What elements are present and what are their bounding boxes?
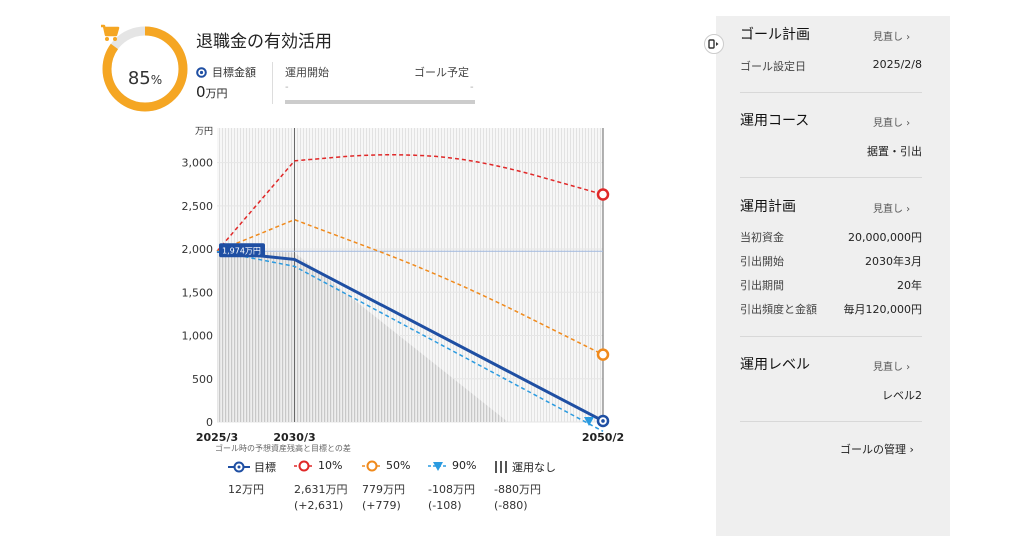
- percent-sign: %: [150, 73, 163, 87]
- end-marker-90pct: [584, 416, 594, 426]
- legend-label: 90%: [452, 459, 477, 472]
- cart-icon: [101, 24, 120, 41]
- y-tick-label: 500: [192, 373, 213, 386]
- row-label: 引出期間: [740, 279, 784, 292]
- y-axis-unit: 万円: [195, 126, 213, 137]
- goal-title: 退職金の有効活用: [196, 32, 332, 52]
- orange-marker-icon: [362, 460, 382, 471]
- row-value: 2030年3月: [865, 255, 922, 268]
- course-heading: 運用コース: [740, 113, 810, 129]
- line-50pct: [216, 218, 604, 356]
- goal-plan-label: ゴール予定: [414, 66, 469, 79]
- row-label: ゴール設定日: [740, 60, 806, 73]
- level-value: レベル2: [882, 389, 922, 402]
- legend-caption: ゴール時の予想資産残高と目標との差: [215, 444, 351, 453]
- review-level-link[interactable]: 見直し ›: [873, 362, 911, 373]
- legend-no-operation-diff: (-880): [494, 499, 528, 512]
- legend-target: 目標: [228, 459, 276, 475]
- legend-target-value: 12万円: [228, 483, 264, 496]
- line-90pct: [216, 250, 604, 433]
- y-tick-label: 2,500: [182, 200, 214, 213]
- review-plan-link[interactable]: 見直し ›: [873, 204, 911, 215]
- goal-set-date-row: ゴール設定日 2025/2/8: [740, 58, 922, 74]
- plan-row: 引出期間 20年: [740, 277, 922, 293]
- legend-10pct: 10%: [294, 459, 342, 472]
- collapse-panel-button[interactable]: [704, 34, 724, 54]
- y-tick-label: 0: [206, 416, 213, 429]
- legend-label: 50%: [386, 459, 411, 472]
- legend-label: 10%: [318, 459, 343, 472]
- legend-no-operation-value: -880万円: [494, 483, 541, 496]
- y-tick-label: 2,000: [182, 243, 214, 256]
- legend-50pct-value: 779万円: [362, 483, 405, 496]
- row-label: 当初資金: [740, 231, 784, 244]
- start-value-marker: 1,974万円: [219, 243, 265, 258]
- plan-heading: 運用計画: [740, 199, 796, 215]
- row-value: 毎月120,000円: [843, 303, 923, 316]
- divider: [740, 421, 922, 422]
- review-course-link[interactable]: 見直し ›: [873, 118, 911, 129]
- target-icon: [196, 66, 207, 78]
- x-tick-label: 2050/2: [582, 431, 624, 444]
- row-label: 引出頻度と金額: [740, 303, 817, 316]
- legend-50pct-diff: (+779): [362, 499, 401, 512]
- target-amount-unit: 万円: [205, 87, 228, 100]
- goal-plan-heading: ゴール計画: [740, 27, 810, 43]
- row-value: 20,000,000円: [848, 231, 922, 244]
- legend-no-operation: 運用なし: [494, 459, 556, 475]
- operation-start-label: 運用開始: [285, 66, 329, 79]
- y-tick-label: 1,500: [182, 286, 214, 299]
- level-heading: 運用レベル: [740, 357, 810, 373]
- row-label: 引出開始: [740, 255, 784, 268]
- divider: [272, 62, 273, 104]
- end-marker-50pct: [596, 348, 610, 361]
- review-goal-plan-link[interactable]: 見直し ›: [873, 32, 911, 43]
- divider: [740, 92, 922, 93]
- progress-ring: 85%: [100, 24, 190, 114]
- plan-row: 引出開始 2030年3月: [740, 253, 922, 269]
- y-tick-label: 1,000: [182, 330, 214, 343]
- operation-start-value: -: [285, 82, 289, 93]
- target-marker-icon: [228, 461, 250, 473]
- progress-percent: 85: [127, 68, 151, 89]
- legend-90pct-value: -108万円: [428, 483, 475, 496]
- end-marker-target-dot: [601, 419, 605, 423]
- legend-90pct-diff: (-108): [428, 499, 462, 512]
- x-tick-label: 2030/3: [273, 431, 315, 444]
- legend-label: 目標: [254, 461, 276, 474]
- plan-row: 引出頻度と金額 毎月120,000円: [740, 301, 922, 317]
- goal-plan-value: -: [470, 82, 474, 93]
- period-bar: [285, 100, 475, 104]
- start-value-label: 1,974万円: [222, 246, 261, 255]
- row-value: 2025/2/8: [872, 58, 922, 71]
- legend-10pct-value: 2,631万円: [294, 483, 348, 496]
- x-tick-label: 2025/3: [196, 431, 238, 444]
- no-operation-area: [217, 251, 508, 422]
- row-value: 20年: [897, 279, 922, 292]
- divider: [740, 177, 922, 178]
- end-marker-10pct: [596, 188, 610, 201]
- legend-90pct: 90%: [428, 459, 476, 472]
- course-value: 据置・引出: [867, 145, 922, 158]
- bars-icon: [495, 461, 507, 473]
- blue-marker-icon: [428, 461, 448, 471]
- goal-sidebar: [716, 16, 950, 536]
- target-amount-value: 0: [196, 83, 206, 101]
- divider: [740, 336, 922, 337]
- y-tick-label: 3,000: [182, 157, 214, 170]
- legend-label: 運用なし: [512, 461, 556, 474]
- legend-50pct: 50%: [362, 459, 410, 472]
- target-amount-label: 目標金額: [212, 66, 256, 79]
- legend-10pct-diff: (+2,631): [294, 499, 344, 512]
- manage-goal-link[interactable]: ゴールの管理 ›: [840, 443, 914, 456]
- panel-collapse-icon: [708, 39, 719, 49]
- asset-projection-chart: 3,000 2,500 2,000 1,500 1,000 500 0 万円 2025/3 2…: [182, 126, 625, 444]
- red-marker-icon: [294, 460, 314, 471]
- plan-row: 当初資金 20,000,000円: [740, 229, 922, 245]
